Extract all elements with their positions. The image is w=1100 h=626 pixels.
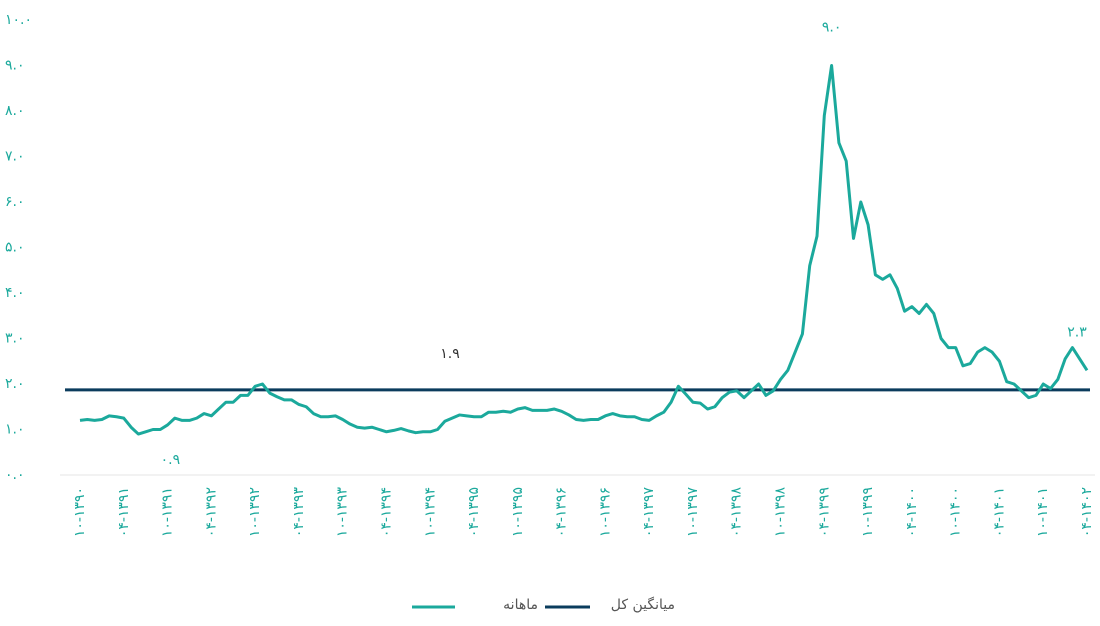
x-tick-label: ۰۴-۱۳۹۷ [641, 487, 657, 538]
data-label: ۰.۹ [161, 452, 181, 468]
y-tick-label: ۴.۰ [5, 285, 25, 301]
x-tick-label: ۰۴-۱۳۹۵ [466, 487, 482, 537]
x-tick-label: ۰۴-۱۳۹۶ [554, 487, 570, 537]
x-tick-label: ۰۴-۱۳۹۴ [378, 487, 394, 537]
x-tick-label: ۰۴-۱۳۹۹ [816, 487, 832, 537]
x-tick-label: ۰۴-۱۳۹۳ [291, 487, 307, 538]
legend-label: ماهانه [503, 597, 538, 613]
x-tick-label: ۱۰-۱۳۹۲ [247, 487, 263, 537]
x-tick-label: ۱۰-۱۴۰۰ [948, 487, 964, 537]
y-tick-label: ۵.۰ [5, 240, 25, 256]
x-tick-label: ۱۰-۱۳۹۱ [160, 487, 176, 537]
y-tick-label: ۸.۰ [5, 103, 25, 119]
x-tick-label: ۰۴-۱۳۹۸ [729, 487, 745, 538]
x-tick-label: ۱۰-۱۴۰۱ [1035, 487, 1051, 537]
y-tick-label: ۰.۰ [5, 467, 25, 483]
y-tick-label: ۷.۰ [5, 149, 25, 165]
x-tick-label: ۱۰-۱۳۹۵ [510, 487, 526, 537]
y-tick-label: ۶.۰ [5, 194, 25, 210]
x-tick-label: ۰۴-۱۳۹۱ [116, 487, 132, 537]
x-tick-label: ۱۰-۱۳۹۷ [685, 487, 701, 538]
x-tick-label: ۱۰-۱۳۹۴ [422, 487, 438, 537]
x-tick-label: ۰۴-۱۴۰۲ [1079, 487, 1095, 537]
y-tick-label: ۳.۰ [5, 331, 25, 347]
y-tick-label: ۱۰.۰ [5, 12, 32, 28]
y-tick-label: ۲.۰ [5, 376, 25, 392]
average-label: ۱.۹ [440, 346, 460, 362]
data-label: ۲.۳ [1067, 324, 1087, 340]
x-tick-label: ۱۰-۱۳۹۳ [335, 487, 351, 538]
x-tick-label: ۰۴-۱۴۰۰ [904, 487, 920, 537]
series-line [79, 64, 1089, 436]
data-label: ۹.۰ [822, 20, 842, 36]
x-tick-label: ۱۰-۱۳۹۶ [597, 487, 613, 537]
x-tick-label: ۰۴-۱۴۰۱ [991, 487, 1007, 537]
x-tick-label: ۰۴-۱۳۹۲ [203, 487, 219, 537]
x-tick-label: ۱۰-۱۳۹۰ [72, 487, 88, 537]
y-tick-label: ۱.۰ [5, 422, 25, 438]
x-tick-label: ۱۰-۱۳۹۸ [773, 487, 789, 538]
legend-label: میانگین کل [611, 596, 675, 613]
x-tick-label: ۱۰-۱۳۹۹ [860, 487, 876, 537]
y-tick-label: ۹.۰ [5, 58, 25, 74]
